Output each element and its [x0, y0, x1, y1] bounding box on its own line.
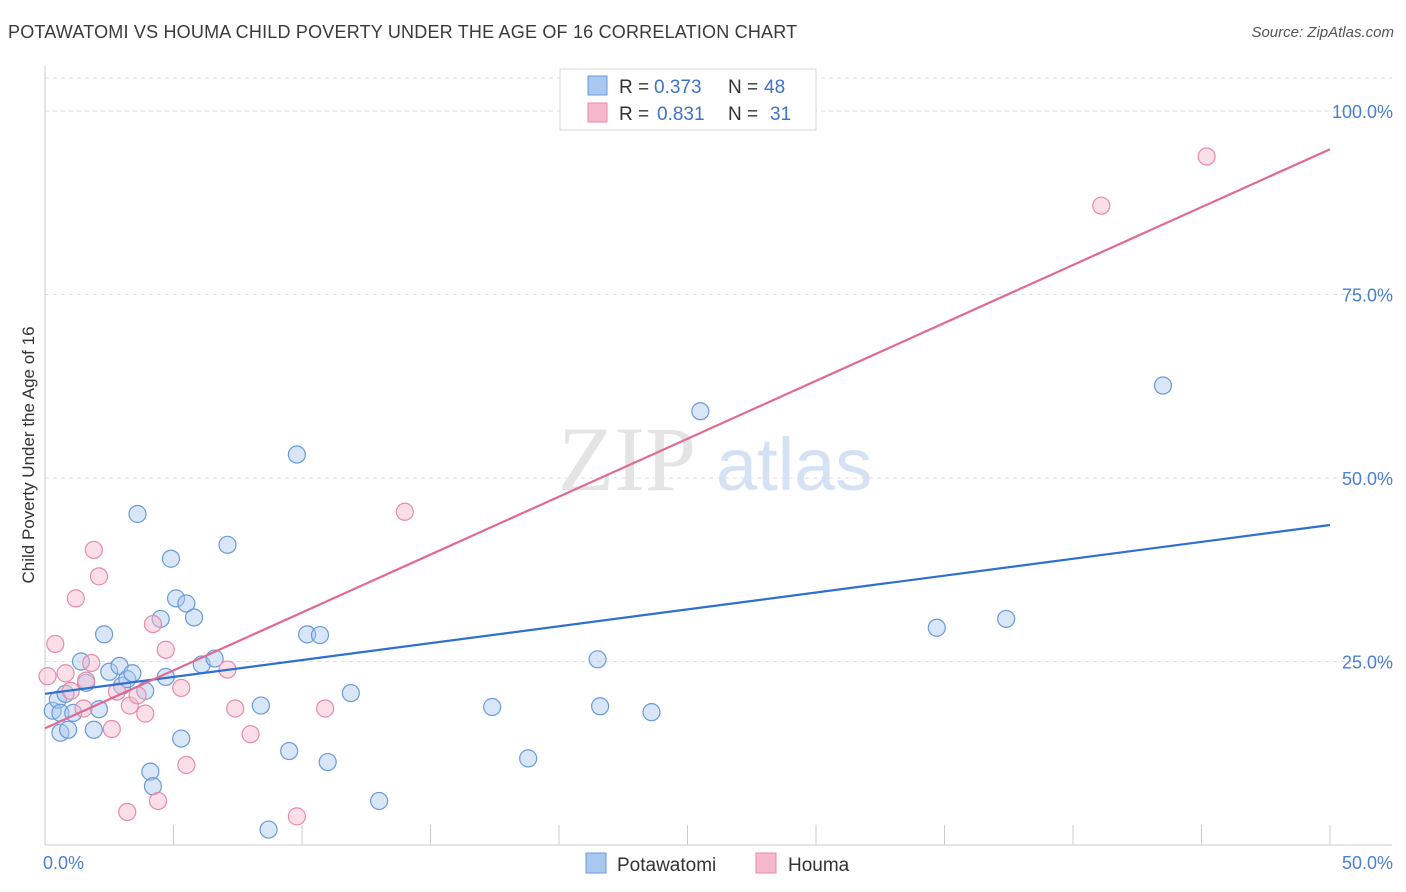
data-point	[341, 683, 360, 703]
y-tick-label: 50.0%	[1342, 469, 1393, 489]
x-tick-label: 0.0%	[43, 853, 84, 873]
data-point	[102, 719, 121, 739]
data-point	[226, 699, 245, 718]
data-point	[588, 650, 607, 669]
watermark-zip: ZIP	[558, 408, 696, 510]
legend-r-label: R =	[619, 104, 649, 125]
data-point	[120, 696, 139, 715]
data-point	[166, 589, 186, 608]
data-point	[143, 614, 163, 634]
y-tick-label: 75.0%	[1342, 286, 1393, 306]
data-point	[84, 540, 103, 560]
data-point	[997, 609, 1016, 629]
legend-r-value: 0.373	[654, 77, 702, 98]
data-point	[318, 752, 337, 772]
data-point	[251, 696, 270, 715]
data-point	[118, 802, 137, 822]
legend-r-label: R =	[619, 77, 649, 98]
y-axis-label: Child Poverty Under the Age of 16	[19, 326, 38, 583]
source-credit: Source: ZipAtlas.com	[1251, 24, 1394, 41]
series-legend-label-potawatomi: Potawatomi	[617, 855, 716, 876]
legend-n-label: N =	[728, 77, 758, 98]
data-point	[82, 653, 101, 673]
data-point	[483, 697, 502, 717]
data-point	[1197, 147, 1216, 166]
data-point	[298, 625, 317, 644]
data-point	[1153, 376, 1173, 395]
legend-n-value: 31	[770, 104, 791, 125]
data-point	[280, 741, 299, 761]
tick-labels: 25.0% 50.0% 75.0% 100.0% 0.0% 50.0%	[43, 102, 1393, 873]
data-point	[370, 791, 389, 811]
data-point	[177, 755, 196, 775]
trend-line	[44, 523, 1331, 695]
stats-legend: R = 0.373 N = 48 R = 0.831 N = 31	[559, 68, 817, 131]
y-tick-label: 25.0%	[1342, 653, 1393, 673]
data-point	[519, 749, 538, 768]
data-point	[38, 667, 57, 686]
series-legend-swatch-houma	[755, 852, 777, 874]
data-point	[95, 625, 114, 644]
series-legend-swatch-potawatomi	[585, 852, 607, 874]
trend-line	[44, 148, 1331, 730]
data-point	[59, 720, 78, 739]
data-point	[66, 589, 85, 608]
data-point	[172, 729, 191, 748]
data-point	[141, 762, 160, 781]
x-tick-label: 50.0%	[1342, 853, 1393, 873]
data-point	[642, 703, 661, 722]
trend-lines	[44, 148, 1331, 730]
data-point	[136, 704, 155, 723]
data-point	[259, 820, 278, 839]
legend-swatch-potawatomi	[587, 75, 608, 96]
data-point	[591, 697, 610, 716]
data-point	[128, 504, 147, 524]
data-point	[156, 640, 175, 659]
data-point	[46, 634, 65, 653]
data-point	[161, 549, 181, 568]
data-point	[172, 678, 191, 698]
legend-n-label: N =	[728, 104, 758, 125]
legend-swatch-houma	[587, 102, 608, 123]
grid-layer	[45, 77, 1392, 663]
data-point	[310, 625, 330, 645]
series-legend-label-houma: Houma	[788, 855, 850, 876]
series-potawatomi-points	[43, 376, 1173, 839]
data-point	[287, 445, 306, 464]
data-point	[691, 402, 710, 421]
data-point	[89, 567, 109, 586]
data-point	[395, 502, 414, 521]
y-tick-label: 100.0%	[1332, 102, 1393, 122]
data-point	[184, 608, 204, 627]
data-point	[123, 664, 142, 683]
watermark-atlas: atlas	[716, 423, 872, 506]
data-point	[84, 720, 103, 739]
series-legend: Potawatomi Houma	[585, 852, 850, 876]
data-point	[287, 807, 306, 826]
data-point	[1092, 196, 1111, 215]
data-point	[148, 791, 168, 811]
chart-title: POTAWATOMI VS HOUMA CHILD POVERTY UNDER …	[8, 22, 798, 42]
legend-n-value: 48	[764, 77, 785, 98]
legend-r-value: 0.831	[657, 104, 705, 125]
data-point	[316, 699, 335, 718]
data-point	[177, 594, 196, 613]
data-point	[927, 618, 946, 637]
data-point	[100, 662, 119, 681]
data-point	[218, 535, 237, 554]
watermark: ZIP atlas	[558, 408, 872, 510]
data-point	[241, 725, 260, 744]
data-point	[56, 664, 75, 683]
